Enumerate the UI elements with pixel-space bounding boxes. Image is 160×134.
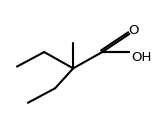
Text: OH: OH: [132, 51, 152, 64]
Text: O: O: [128, 24, 139, 37]
